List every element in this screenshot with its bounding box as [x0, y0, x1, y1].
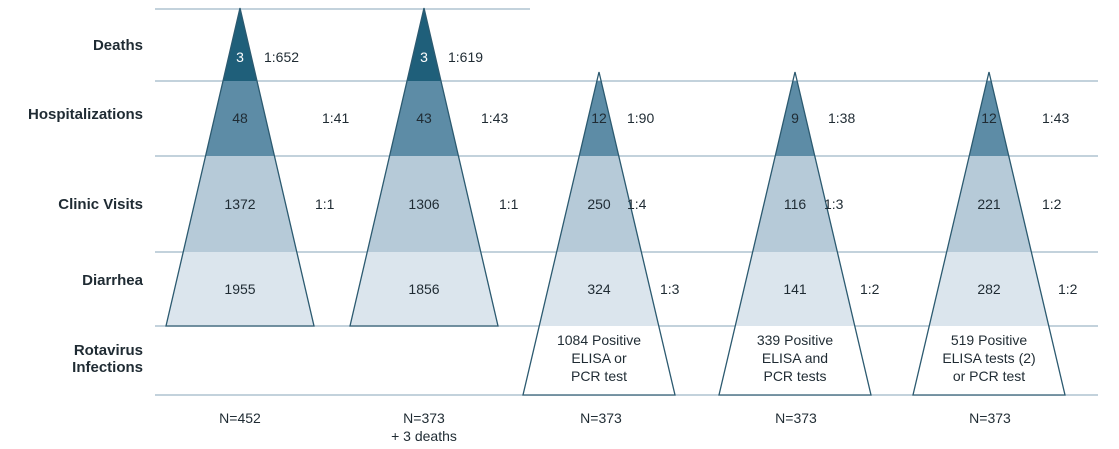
pyramid-2-diarrhea-value: 1856	[408, 281, 439, 297]
pyramid-4-infections-line-1: 339 Positive	[757, 332, 833, 348]
pyramid-3-clinic-visits_ratio: 1:4	[627, 196, 647, 212]
pyramid-3-diarrhea-value: 324	[587, 281, 611, 297]
pyramid-3-diarrhea-ratio: 1:3	[660, 281, 680, 297]
pyramid-4-diarrhea-band	[735, 252, 855, 326]
n-label-line1: N=373	[969, 410, 1011, 426]
pyramid-3-hospitalizations-ratio: 1:90	[627, 110, 654, 126]
pyramid-3-clinic-visits-value: 250	[587, 196, 611, 212]
pyramid-1-hospitalizations-band	[205, 81, 275, 156]
row-label-clinic-visits: Clinic Visits	[58, 196, 143, 213]
pyramid-1-clinic_visits-band	[183, 156, 297, 252]
pyramid-5-infections-band	[913, 326, 1065, 395]
pyramid-2-clinic-visits_ratio: 1:1	[499, 196, 519, 212]
pyramid-5-hospitalizations-ratio: 1:43	[1042, 110, 1069, 126]
n-label-5: N=373	[910, 409, 1070, 427]
pyramid-4-diarrhea-value: 141	[783, 281, 807, 297]
n-label-line1: N=373	[775, 410, 817, 426]
pyramid-2-deaths-ratio: 1:619	[448, 49, 483, 65]
n-label-3: N=373	[521, 409, 681, 427]
n-label-line1: N=373	[580, 410, 622, 426]
pyramid-1-hospitalizations-value: 48	[232, 110, 248, 126]
pyramid-3-outline	[522, 71, 676, 396]
pyramid-3-infections-line-2: ELISA or	[571, 350, 627, 366]
pyramid-5-hospitalizations-band	[969, 81, 1009, 156]
row-label-infections-line1: Rotavirus	[73, 342, 143, 359]
pyramid-2-hospitalizations-band	[389, 81, 459, 156]
pyramid-3-hospitalizations-band	[579, 81, 619, 156]
pyramid-5-infections-line-1: 519 Positive	[951, 332, 1027, 348]
pyramid-5-diarrhea-ratio: 1:2	[1058, 281, 1078, 297]
pyramid-4-infections-line-3: PCR tests	[763, 368, 826, 384]
pyramid-3-infections-line-3: PCR test	[571, 368, 627, 384]
pyramid-3-diarrhea-band	[539, 252, 659, 326]
row-label-hospitalizations: Hospitalizations	[27, 106, 143, 123]
pyramid-5-infections-line-3: or PCR test	[953, 368, 1025, 384]
row-label-diarrhea: Diarrhea	[82, 272, 143, 289]
pyramid-4-hospitalizations-value: 9	[791, 110, 799, 126]
pyramid-2-deaths-value: 3	[420, 49, 428, 65]
pyramid-1-deaths-ratio: 1:652	[264, 49, 299, 65]
n-label-4: N=373	[716, 409, 876, 427]
pyramid-2-outline	[349, 7, 499, 327]
pyramid-5-outline	[912, 71, 1066, 396]
pyramid-4-hospitalizations-ratio: 1:38	[828, 110, 855, 126]
pyramid-4-outline	[718, 71, 872, 396]
row-label-rotavirus-infections: Rotavirus Infections	[0, 342, 143, 376]
pyramid-4-diarrhea-ratio: 1:2	[860, 281, 880, 297]
n-label-line1: N=373	[403, 410, 445, 426]
pyramid-5-hospitalizations-value: 12	[981, 110, 997, 126]
pyramid-2-clinic-visits-value: 1306	[408, 196, 439, 212]
pyramid-4-hospitalizations-band	[775, 81, 815, 156]
n-label-1: N=452	[160, 409, 320, 427]
pyramid-4-clinic_visits-band	[752, 156, 838, 252]
pyramid-1-diarrhea-band	[166, 252, 314, 326]
pyramid-1-diarrhea-value: 1955	[224, 281, 255, 297]
pyramid-5-diarrhea-value: 282	[977, 281, 1001, 297]
pyramid-4-clinic-visits-value: 116	[784, 196, 807, 212]
pyramid-4-clinic-visits_ratio: 1:3	[824, 196, 844, 212]
n-label-line2: + 3 deaths	[391, 428, 457, 444]
pyramid-2-hospitalizations-ratio: 1:43	[481, 110, 508, 126]
row-label-infections-line2: Infections	[72, 359, 143, 376]
pyramid-3-infections-band	[523, 326, 675, 395]
pyramid-1-outline	[165, 7, 315, 327]
pyramid-4-infections-band	[719, 326, 871, 395]
pyramid-5-infections-line-2: ELISA tests (2)	[942, 350, 1035, 366]
pyramid-1-deaths-band	[223, 8, 257, 81]
n-label-line1: N=452	[219, 410, 261, 426]
pyramid-5-clinic-visits_ratio: 1:2	[1042, 196, 1062, 212]
n-label-2: N=373 + 3 deaths	[344, 409, 504, 445]
pyramid-1-hospitalizations-ratio: 1:41	[322, 110, 349, 126]
pyramid-1-deaths-value: 3	[236, 49, 244, 65]
pyramid-5-clinic_visits-band	[946, 156, 1032, 252]
pyramid-2-hospitalizations-value: 43	[416, 110, 432, 126]
pyramid-3-infections-line-1: 1084 Positive	[557, 332, 641, 348]
pyramid-5-clinic-visits-value: 221	[977, 196, 1001, 212]
pyramid-5-diarrhea-band	[929, 252, 1049, 326]
row-label-deaths: Deaths	[92, 37, 143, 54]
pyramid-2-clinic_visits-band	[367, 156, 481, 252]
pyramid-1-clinic-visits_ratio: 1:1	[315, 196, 335, 212]
pyramid-3-clinic_visits-band	[556, 156, 642, 252]
pyramid-1-clinic-visits-value: 1372	[224, 196, 255, 212]
pyramid-3-hospitalizations-value: 12	[591, 110, 607, 126]
pyramid-2-diarrhea-band	[350, 252, 498, 326]
pyramid-4-infections-line-2: ELISA and	[762, 350, 828, 366]
pyramid-2-deaths-band	[407, 8, 441, 81]
